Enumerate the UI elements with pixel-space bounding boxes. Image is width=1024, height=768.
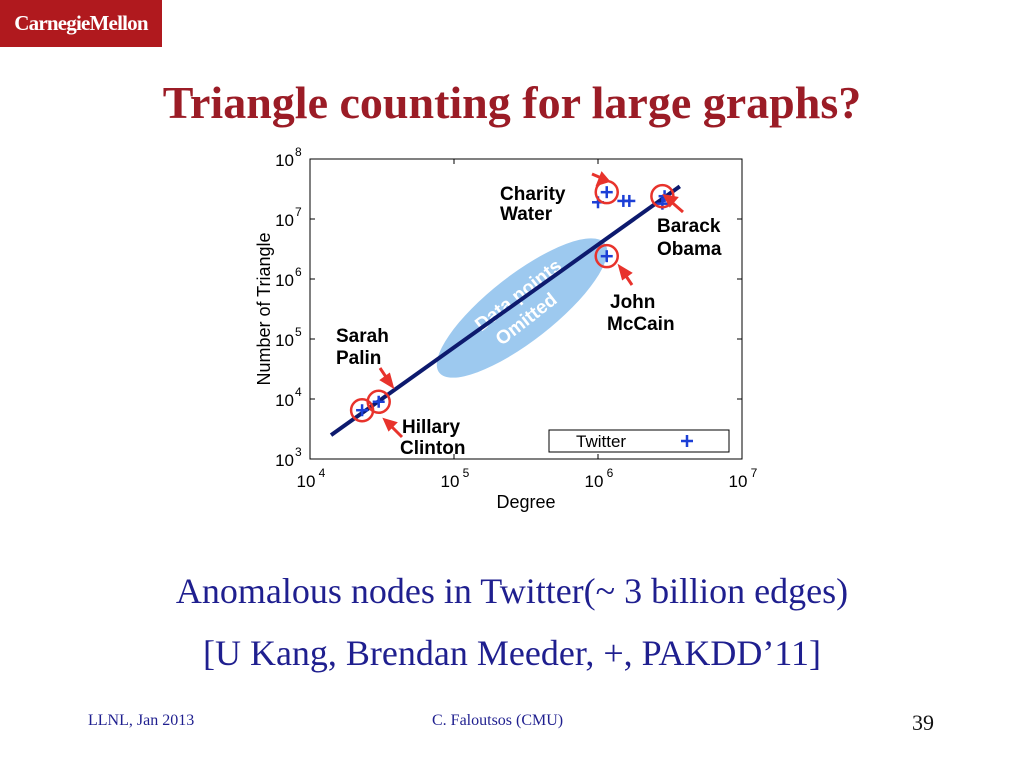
y-tick-exp-3: 6 [295,265,302,279]
y-tick-label-0: 10 [275,451,294,470]
x-tick-exp-3: 7 [751,466,758,480]
annotations: Charity Water Barack Obama John McCain S… [336,184,722,459]
arrow-mccain-head [617,263,633,281]
x-tick-exp-0: 4 [319,466,326,480]
y-tick-label-4: 10 [275,211,294,230]
y-tick-exp-0: 3 [295,445,302,459]
annotation-obama-line2: Obama [657,239,722,260]
arrow-palin-head [379,372,395,390]
data-point-8 [600,250,613,263]
legend-label: Twitter [576,432,626,451]
y-tick-label-2: 10 [275,331,294,350]
y-axis-label: Number of Triangle [254,232,274,385]
annotation-clinton-line1: Hillary [402,417,461,438]
data-point-1 [372,395,385,408]
x-tick-label-3: 10 [729,472,748,491]
triangle-degree-chart: Data points Omitted 10 4 10 5 10 6 10 7 10 310 41… [254,145,758,512]
y-tick-label-1: 10 [275,391,294,410]
annotation-palin-line1: Sarah [336,326,389,347]
annotation-mccain-line1: John [610,292,655,313]
y-tick-exp-1: 4 [295,385,302,399]
caption-line-1: Anomalous nodes in Twitter(~ 3 billion e… [175,571,849,611]
y-tick-label-5: 10 [275,151,294,170]
x-tick-label-1: 10 [441,472,460,491]
annotation-arrows [378,171,684,439]
anomaly-circle-4 [594,243,619,269]
slide-title: Triangle counting for large graphs? [162,77,862,128]
page-number: 39 [912,710,934,735]
footer-author: C. Faloutsos (CMU) [432,712,564,729]
y-tick-exp-2: 5 [295,325,302,339]
annotation-palin-line2: Palin [336,348,381,369]
x-tick-label-0: 10 [297,472,316,491]
cmu-logo: CarnegieMellon [0,0,162,47]
y-tick-label-3: 10 [275,271,294,290]
x-tick-exp-2: 6 [607,466,614,480]
y-tick-exp-5: 8 [295,145,302,159]
anomaly-circle-1 [366,389,391,414]
caption-line-2: [U Kang, Brendan Meeder, +, PAKDD’11] [202,633,822,673]
annotation-clinton-line2: Clinton [400,438,465,459]
footer-event: LLNL, Jan 2013 [88,712,195,729]
data-point-0 [356,404,369,417]
data-points [356,186,671,417]
arrow-obama-head [662,193,679,208]
annotation-charity-line1: Charity [500,184,566,205]
x-axis-ticks: 10 4 10 5 10 6 10 7 [297,159,758,491]
x-tick-exp-1: 5 [463,466,470,480]
data-point-3 [600,186,613,199]
annotation-mccain-line2: McCain [607,314,675,335]
y-tick-exp-4: 7 [295,205,302,219]
annotation-obama-line1: Barack [657,216,721,237]
arrow-charity-head [595,171,611,187]
x-tick-label-2: 10 [585,472,604,491]
arrow-clinton-head [382,417,398,432]
legend-marker [681,435,693,447]
data-point-5 [623,194,636,207]
x-axis-label: Degree [496,492,555,512]
annotation-charity-line2: Water [500,204,553,225]
fit-line [329,184,681,437]
legend: Twitter [548,429,730,453]
